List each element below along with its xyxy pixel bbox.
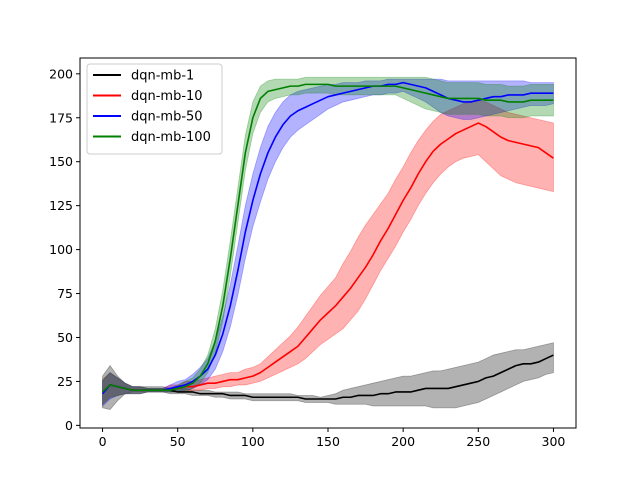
band-dqn-mb-50	[102, 78, 554, 407]
series-line-dqn-mb-100	[102, 83, 554, 393]
y-axis: 0 25 50 75 100 125 150 175 200	[49, 66, 80, 433]
y-tick-label: 0	[65, 418, 73, 433]
y-tick-label: 75	[57, 286, 73, 301]
series-line-dqn-mb-50	[101, 81, 554, 395]
x-tick-label: 100	[241, 434, 265, 449]
x-tick-label: 0	[99, 434, 107, 449]
legend-label-dqn-mb-1: dqn-mb-1	[131, 69, 194, 84]
x-tick-label: 50	[170, 434, 186, 449]
y-tick-label: 150	[49, 154, 73, 169]
legend: dqn-mb-1 dqn-mb-10 dqn-mb-50 dqn-mb-100	[86, 63, 223, 155]
y-tick-label: 175	[49, 110, 73, 125]
y-tick-label: 200	[49, 66, 73, 81]
x-tick-label: 200	[391, 434, 415, 449]
series-line-dqn-mb-1	[102, 354, 554, 400]
band-dqn-mb-1	[102, 342, 554, 410]
x-tick-label: 150	[316, 434, 340, 449]
confidence-bands	[102, 76, 554, 410]
band-dqn-mb-10	[102, 99, 554, 406]
y-tick-label: 50	[57, 330, 73, 345]
y-tick-label: 100	[49, 242, 73, 257]
series-lines	[101, 81, 554, 400]
x-tick-label: 250	[466, 434, 490, 449]
band-dqn-mb-100	[102, 76, 554, 406]
y-tick-label: 125	[49, 198, 73, 213]
legend-label-dqn-mb-50: dqn-mb-50	[131, 110, 203, 125]
legend-label-dqn-mb-100: dqn-mb-100	[131, 130, 211, 145]
legend-box	[86, 63, 223, 155]
y-tick-label: 25	[57, 374, 73, 389]
x-axis: 0 50 100 150 200 250 300	[99, 428, 566, 449]
legend-label-dqn-mb-10: dqn-mb-10	[131, 89, 203, 104]
x-tick-label: 300	[542, 434, 566, 449]
